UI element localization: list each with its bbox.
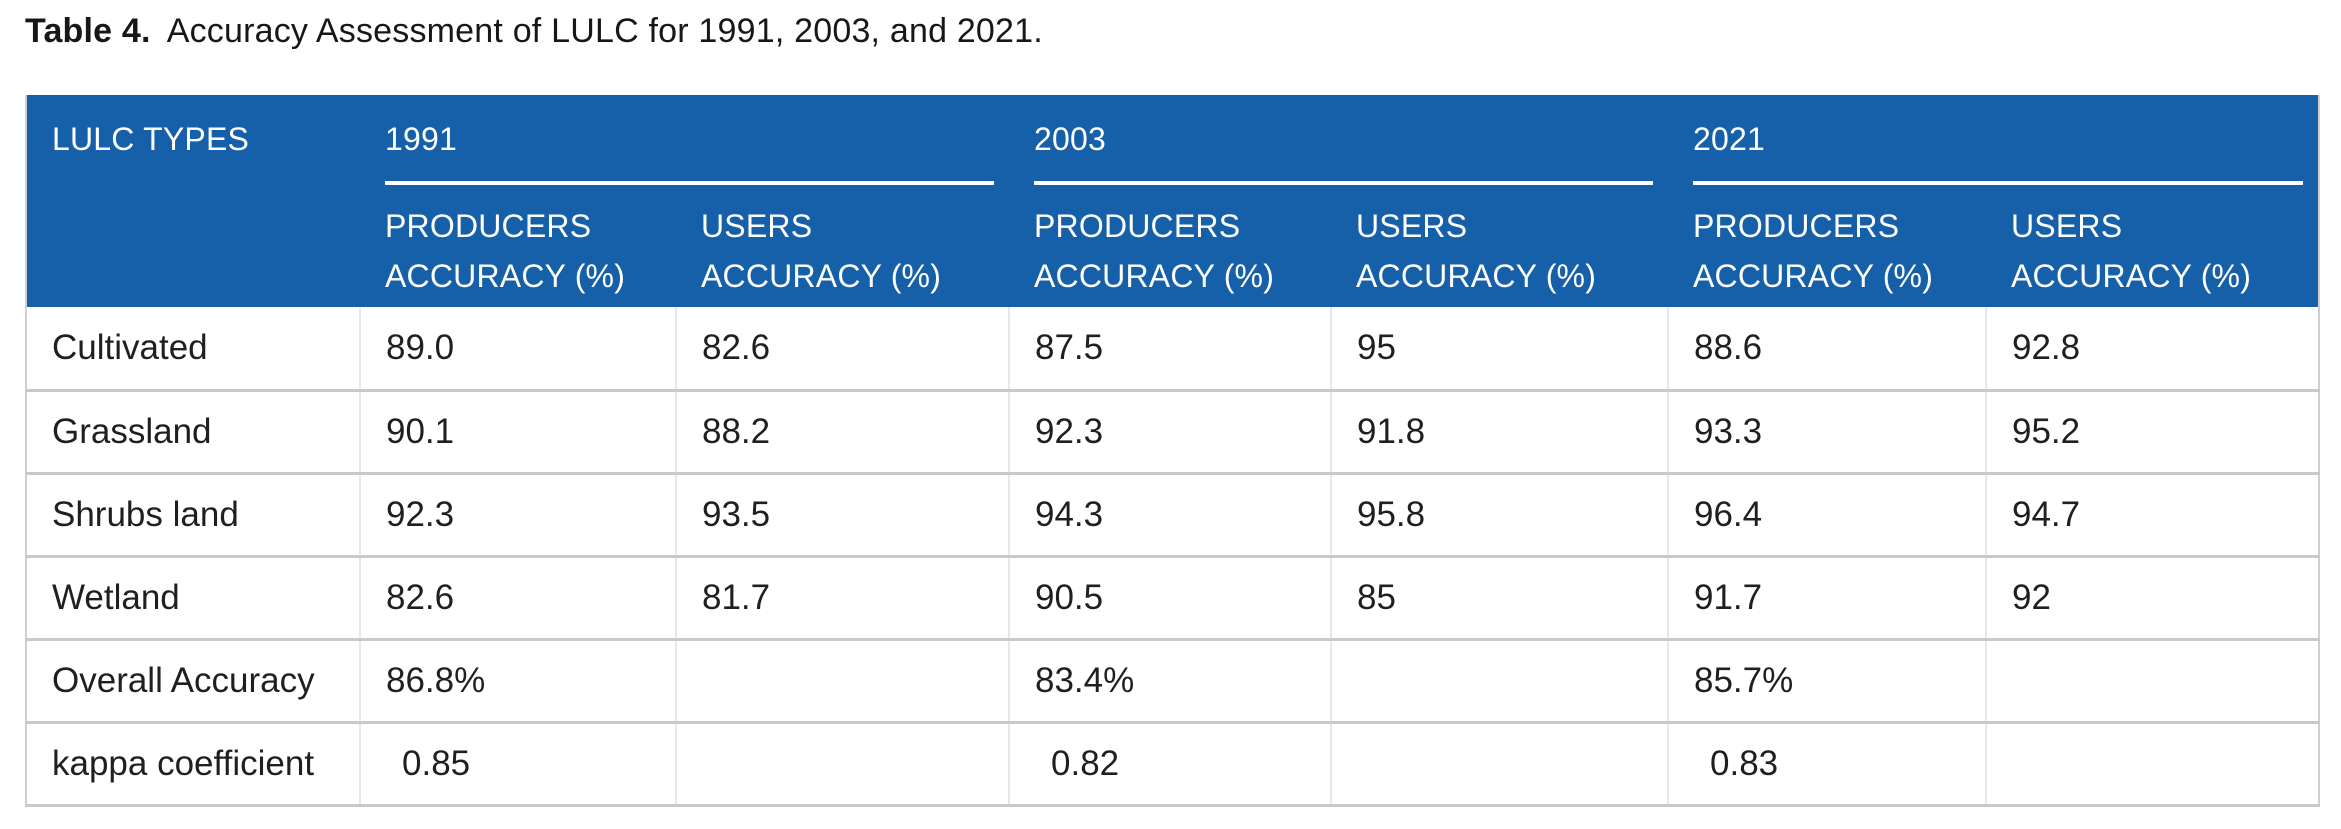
table-cell: 91.7 [1667,556,1986,641]
accuracy-unit-label: ACCURACY (%) [1034,258,1275,294]
accuracy-unit-label: ACCURACY (%) [701,258,942,294]
year-underline-2021 [1693,181,2303,185]
year-header-2021: 2021 [1668,95,2319,185]
table-cell: 0.85 [359,722,676,807]
year-header-1991: 1991 [360,95,1009,185]
accuracy-unit-label: ACCURACY (%) [2011,258,2252,294]
table-row: Grassland 90.1 88.2 92.3 91.8 93.3 95.2 [26,390,2319,475]
table-cell: 95.8 [1330,473,1668,558]
table-cell [1985,722,2319,807]
table-cell: 92 [1985,556,2319,641]
producers-accuracy-header-2003: PRODUCERS ACCURACY (%) [1009,185,1331,307]
table-cell: 87.5 [1008,307,1331,392]
accuracy-unit-label: ACCURACY (%) [1356,258,1597,294]
table-cell: 94.7 [1985,473,2319,558]
year-label-1991: 1991 [385,121,457,157]
table-cell: 82.6 [359,556,676,641]
table-cell [1985,639,2319,724]
table-cell: 91.8 [1330,390,1668,475]
table-cell: 96.4 [1667,473,1986,558]
producers-label: PRODUCERS [1034,208,1241,244]
year-header-2003: 2003 [1009,95,1668,185]
users-accuracy-header-1991: USERS ACCURACY (%) [676,185,1009,307]
table-cell: 0.83 [1667,722,1986,807]
table-cell: 94.3 [1008,473,1331,558]
table-caption: Table 4. Accuracy Assessment of LULC for … [25,12,1043,51]
table-header: LULC TYPES 1991 2003 2021 PRODUCERS ACCU… [26,95,2319,307]
accuracy-unit-label: ACCURACY (%) [385,258,626,294]
year-underline-2003 [1034,181,1653,185]
row-label: Shrubs land [26,473,360,558]
table-cell: 85.7% [1667,639,1986,724]
table-cell: 90.1 [359,390,676,475]
table-cell: 95.2 [1985,390,2319,475]
table-caption-text: Accuracy Assessment of LULC for 1991, 20… [166,12,1043,50]
year-underline-1991 [385,181,994,185]
users-accuracy-header-2003: USERS ACCURACY (%) [1331,185,1668,307]
header-year-row: LULC TYPES 1991 2003 2021 [26,95,2319,307]
table-cell [1330,722,1668,807]
table-cell [675,722,1009,807]
table-cell: 88.2 [675,390,1009,475]
overall-accuracy-row: Overall Accuracy 86.8% 83.4% 85.7% [26,639,2319,724]
table-cell: 81.7 [675,556,1009,641]
users-label: USERS [701,208,813,244]
lulc-types-header: LULC TYPES [26,95,360,307]
table-cell: 86.8% [359,639,676,724]
row-label: Cultivated [26,307,360,392]
table-cell: 93.5 [675,473,1009,558]
table-body: Cultivated 89.0 82.6 87.5 95 88.6 92.8 G… [26,307,2319,807]
table-cell: 90.5 [1008,556,1331,641]
accuracy-unit-label: ACCURACY (%) [1693,258,1934,294]
producers-label: PRODUCERS [385,208,592,244]
header-sub-row: PRODUCERS ACCURACY (%) USERS ACCURACY (%… [26,185,2319,307]
year-label-2003: 2003 [1034,121,1106,157]
table-cell: 88.6 [1667,307,1986,392]
table-cell: 83.4% [1008,639,1331,724]
row-label: Wetland [26,556,360,641]
table-cell: 85 [1330,556,1668,641]
table-cell [675,639,1009,724]
users-accuracy-header-2021: USERS ACCURACY (%) [1986,185,2319,307]
table-cell: 92.3 [1008,390,1331,475]
table-cell: 89.0 [359,307,676,392]
producers-accuracy-header-2021: PRODUCERS ACCURACY (%) [1668,185,1986,307]
row-label: kappa coefficient [26,722,360,807]
kappa-coefficient-row: kappa coefficient 0.85 0.82 0.83 [26,722,2319,807]
users-label: USERS [2011,208,2123,244]
producers-accuracy-header-1991: PRODUCERS ACCURACY (%) [360,185,676,307]
row-label: Grassland [26,390,360,475]
table-cell: 95 [1330,307,1668,392]
table-row: Cultivated 89.0 82.6 87.5 95 88.6 92.8 [26,307,2319,392]
table-row: Shrubs land 92.3 93.5 94.3 95.8 96.4 94.… [26,473,2319,558]
row-label: Overall Accuracy [26,639,360,724]
table-cell: 0.82 [1008,722,1331,807]
accuracy-assessment-table: LULC TYPES 1991 2003 2021 PRODUCERS ACCU… [25,95,2320,807]
table-cell [1330,639,1668,724]
table-caption-label: Table 4. [25,12,151,50]
producers-label: PRODUCERS [1693,208,1900,244]
table-row: Wetland 82.6 81.7 90.5 85 91.7 92 [26,556,2319,641]
table-cell: 92.3 [359,473,676,558]
table-cell: 82.6 [675,307,1009,392]
table-cell: 93.3 [1667,390,1986,475]
table-cell: 92.8 [1985,307,2319,392]
users-label: USERS [1356,208,1468,244]
year-label-2021: 2021 [1693,121,1765,157]
